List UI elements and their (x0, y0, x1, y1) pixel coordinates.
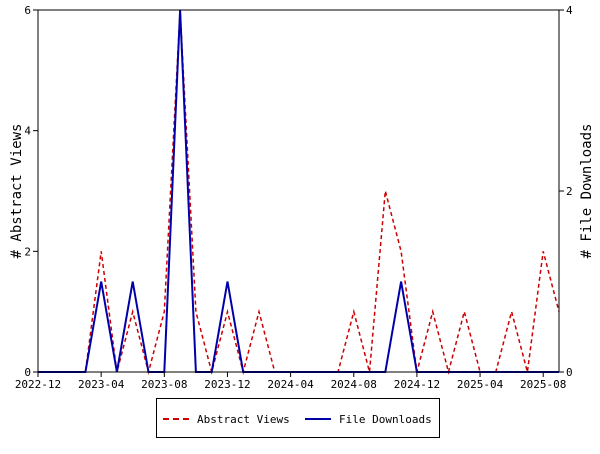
y-left-tick-label: 4 (24, 125, 31, 138)
legend-swatch-abstract-views (163, 418, 189, 420)
series-layer (38, 9, 560, 375)
right-axis: 0 2 4 (559, 4, 573, 379)
legend: Abstract Views File Downloads (156, 398, 440, 438)
series-line-abstract-views (38, 9, 560, 375)
series-line-file-downloads (38, 9, 559, 373)
left-axis: 0 2 4 6 (24, 4, 38, 379)
x-axis: 2022-12 2023-04 2023-08 2023-12 2024-04 2024-… (15, 372, 566, 391)
x-tick-label: 2025-08 (520, 378, 566, 391)
y-right-axis-title: # File Downloads (579, 124, 595, 259)
x-tick-label: 2022-12 (15, 378, 61, 391)
x-tick-label: 2023-12 (204, 378, 250, 391)
x-tick-label: 2024-04 (267, 378, 314, 391)
x-tick-label: 2023-08 (141, 378, 187, 391)
y-left-tick-label: 6 (24, 4, 31, 17)
y-right-tick-label: 2 (566, 185, 573, 198)
legend-label-file-downloads: File Downloads (339, 412, 432, 426)
x-tick-label: 2025-04 (457, 378, 504, 391)
y-left-tick-label: 2 (24, 245, 31, 258)
legend-swatch-file-downloads (305, 418, 331, 420)
plot-frame (37, 9, 560, 373)
y-left-tick-label: 0 (24, 366, 31, 379)
x-tick-label: 2024-12 (394, 378, 440, 391)
legend-item-abstract-views: Abstract Views (163, 411, 290, 427)
legend-label-abstract-views: Abstract Views (197, 412, 290, 426)
x-tick-label: 2023-04 (78, 378, 125, 391)
y-right-tick-label: 4 (566, 4, 573, 17)
x-tick-label: 2024-08 (331, 378, 377, 391)
y-right-tick-label: 0 (566, 366, 573, 379)
legend-item-file-downloads: File Downloads (305, 411, 432, 427)
y-left-axis-title: # Abstract Views (9, 124, 25, 259)
